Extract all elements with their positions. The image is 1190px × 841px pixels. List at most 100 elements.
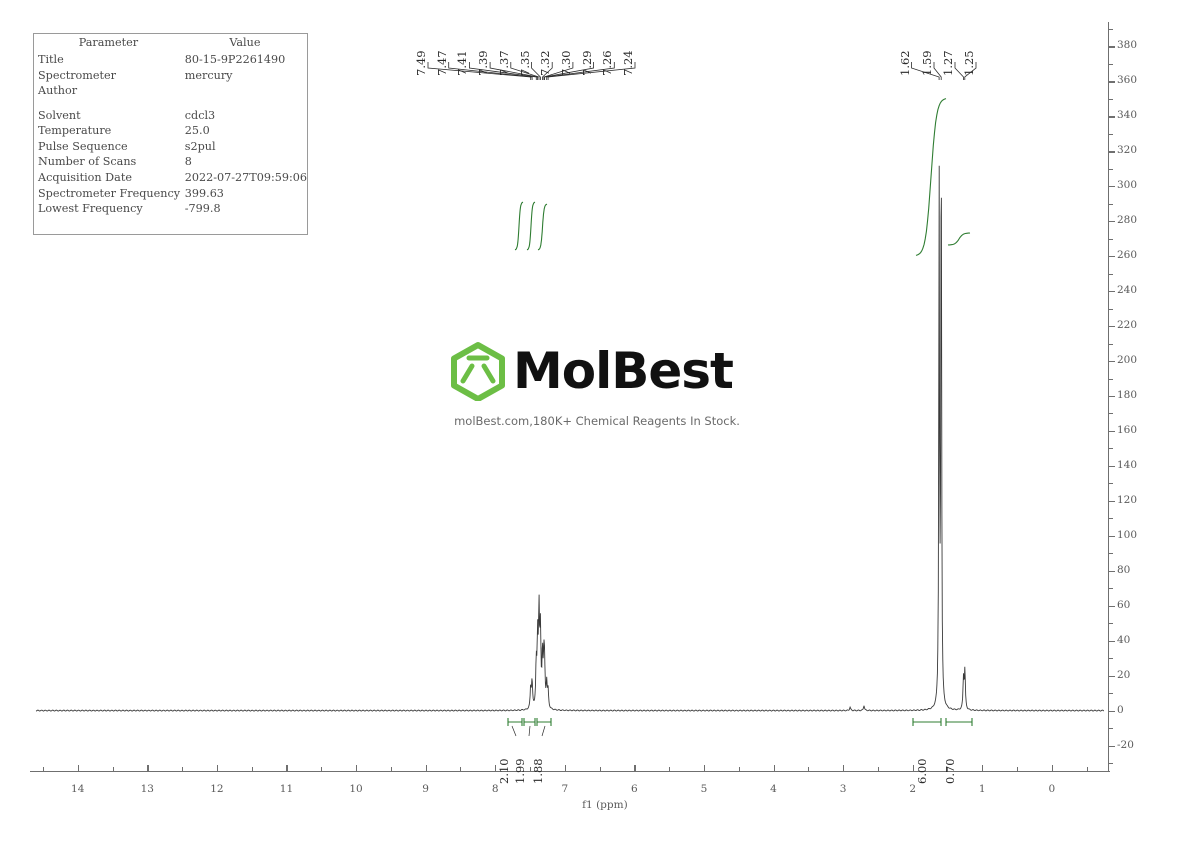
y-tick-label: 280	[1117, 214, 1138, 227]
y-tick-major	[1109, 256, 1115, 258]
x-axis-title: f1 (ppm)	[582, 799, 628, 811]
integration-bracket-aliphatic-1	[912, 718, 942, 726]
y-tick-label: 240	[1117, 284, 1138, 297]
y-tick-major	[1109, 186, 1115, 188]
y-tick-label: 300	[1117, 179, 1138, 192]
x-tick-minor	[669, 767, 671, 771]
watermark: MolBest molBest.com,180K+ Chemical Reage…	[447, 340, 747, 428]
integration-bracket-aromatic-3	[536, 718, 552, 726]
y-tick-label: 200	[1117, 354, 1138, 367]
peak-leader-line	[427, 62, 532, 80]
integration-label: 1.88	[531, 758, 545, 784]
peak-leader-line	[546, 62, 615, 80]
x-tick-major	[564, 765, 566, 771]
x-tick-major	[1051, 765, 1053, 771]
x-tick-label: 9	[422, 783, 429, 795]
integration-connectors	[511, 725, 546, 737]
y-tick-minor	[1109, 658, 1113, 660]
param-key-title: Title	[38, 53, 64, 67]
x-tick-label: 8	[491, 783, 499, 795]
peak-label: 1.25	[962, 50, 976, 76]
x-tick-label: 12	[210, 783, 224, 795]
y-tick-label: -20	[1117, 738, 1134, 751]
peak-label: 1.62	[897, 50, 912, 76]
x-tick-label: 0	[1048, 783, 1056, 795]
param-key-solvent: Solvent	[38, 108, 81, 122]
x-tick-minor	[42, 767, 44, 771]
table-row: Temperature 25.0	[34, 123, 307, 139]
x-tick-major	[703, 765, 706, 771]
y-tick-label: 220	[1117, 319, 1138, 332]
x-tick-major	[425, 765, 427, 771]
y-tick-label: 40	[1117, 633, 1131, 646]
integration-label: 2.10	[497, 758, 511, 784]
peak-label: 1.27	[941, 50, 955, 76]
y-tick-major	[1109, 221, 1115, 223]
peak-leader-line	[448, 62, 533, 80]
y-tick-major	[1109, 361, 1115, 363]
x-tick-major	[495, 765, 497, 771]
integration-bracket-aromatic-2	[523, 718, 536, 726]
y-tick-minor	[1109, 693, 1113, 695]
x-tick-label: 7	[561, 783, 569, 795]
x-tick-label: 2	[909, 783, 916, 795]
peak-leader-line	[547, 62, 636, 80]
x-tick-major	[147, 765, 149, 771]
y-tick-major	[1109, 151, 1115, 153]
peak-leader-line	[469, 62, 537, 80]
y-tick-major	[1109, 605, 1115, 607]
table-row: Number of Scans 8	[34, 154, 307, 170]
peak-label: 7.29	[579, 50, 594, 76]
x-tick-minor	[947, 767, 949, 771]
y-tick-major	[1109, 430, 1115, 433]
x-tick-major	[843, 765, 845, 771]
table-row: Author	[34, 83, 307, 99]
y-tick-minor	[1109, 273, 1113, 275]
y-tick-major	[1109, 745, 1115, 747]
x-tick-major	[286, 765, 288, 771]
param-value-number-of-scans: 8	[184, 155, 192, 169]
x-tick-label: 11	[279, 783, 294, 795]
peak-label: 7.30	[558, 50, 573, 76]
peak-label: 1.59	[920, 50, 934, 76]
peak-leader-line	[964, 62, 977, 80]
y-tick-minor	[1109, 133, 1113, 135]
y-tick-label: 340	[1117, 109, 1138, 122]
spectrum-trace	[35, 165, 1105, 712]
y-tick-minor	[1109, 168, 1113, 170]
peak-label: 7.35	[517, 50, 532, 76]
x-tick-major	[634, 765, 636, 771]
param-value-pulse-sequence: s2pul	[184, 139, 216, 153]
param-key-lowest-frequency: Lowest Frequency	[38, 202, 143, 216]
y-tick-label: 320	[1117, 144, 1138, 157]
y-tick-minor	[1109, 29, 1113, 30]
x-tick-label: 14	[71, 783, 85, 795]
param-key-spectrometer-frequency: Spectrometer Frequency	[38, 186, 181, 200]
y-tick-major	[1109, 291, 1115, 293]
integral-curve-aromatic-3	[537, 203, 548, 251]
y-tick-minor	[1109, 63, 1113, 65]
peak-leader-line	[542, 62, 553, 80]
param-value-spectrometer-frequency: 399.63	[184, 186, 224, 200]
param-value-solvent: cdcl3	[184, 108, 216, 122]
y-tick-label: 160	[1117, 423, 1138, 436]
integration-label: 0.70	[943, 758, 957, 784]
y-tick-minor	[1109, 518, 1113, 520]
y-tick-minor	[1109, 483, 1113, 485]
y-tick-label: 140	[1117, 458, 1138, 471]
x-tick-minor	[112, 767, 114, 771]
param-key-temperature: Temperature	[38, 124, 112, 138]
y-tick-minor	[1109, 588, 1113, 590]
x-tick-minor	[460, 767, 462, 771]
integration-label: 1.99	[513, 758, 527, 784]
x-tick-minor	[182, 767, 184, 771]
integration-label: 6.00	[915, 758, 929, 784]
param-value-title: 80-15-9P2261490	[184, 53, 286, 67]
param-key-acquisition-date: Acquisition Date	[38, 171, 132, 185]
x-tick-minor	[599, 767, 601, 771]
y-tick-minor	[1109, 343, 1113, 345]
x-tick-minor	[251, 767, 253, 771]
peak-leader-line	[531, 62, 541, 80]
